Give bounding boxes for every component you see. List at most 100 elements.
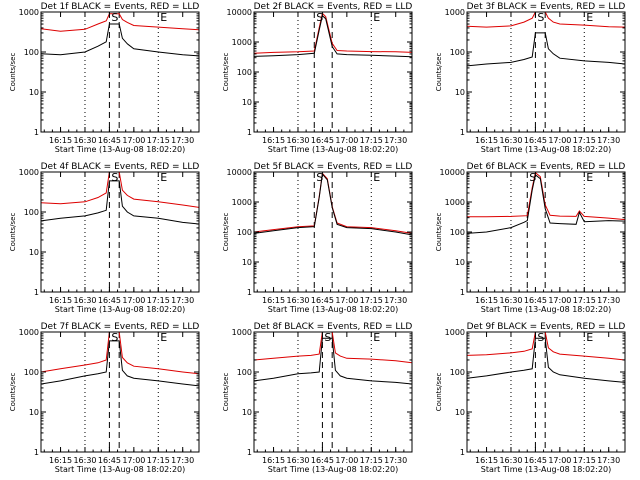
y-tick-label: 100 — [237, 68, 252, 77]
y-tick-label: 1 — [34, 288, 39, 297]
x-tick-label: 16:15 — [49, 456, 72, 465]
x-axis-label: Start Time (13-Aug-08 18:02:20) — [55, 465, 186, 474]
series-line-events — [254, 14, 412, 58]
x-tick-label: 17:00 — [548, 456, 571, 465]
x-tick-label: 16:45 — [524, 456, 547, 465]
y-tick-label: 1000 — [19, 168, 39, 177]
series-line-events — [41, 23, 199, 57]
y-tick-label: 1000 — [445, 328, 465, 337]
x-tick-label: 17:00 — [335, 296, 358, 305]
x-tick-label: 17:30 — [171, 136, 194, 145]
x-tick-label: 17:15 — [147, 456, 170, 465]
end-marker-label: E — [373, 331, 380, 344]
start-marker-label: S — [537, 331, 544, 344]
panel-title: Det 7f BLACK = Events, RED = LLD — [41, 322, 200, 332]
start-marker-label: S — [324, 331, 331, 344]
y-tick-label: 10 — [242, 408, 252, 417]
series-line-events — [41, 340, 199, 387]
y-tick-label: 1 — [460, 288, 465, 297]
x-tick-label: 16:15 — [49, 136, 72, 145]
x-tick-label: 16:30 — [499, 456, 522, 465]
x-axis-label: Start Time (13-Aug-08 18:02:20) — [481, 305, 612, 314]
series-line-events — [254, 172, 412, 236]
end-marker-label: E — [586, 171, 593, 184]
y-tick-label: 1 — [460, 128, 465, 137]
end-marker-label: E — [373, 11, 380, 24]
y-tick-label: 10 — [242, 98, 252, 107]
x-tick-label: 17:00 — [548, 296, 571, 305]
y-axis-label: Counts/sec — [222, 373, 230, 412]
y-tick-label: 10 — [29, 248, 39, 257]
x-tick-label: 17:15 — [360, 136, 383, 145]
start-marker-label: S — [316, 171, 323, 184]
x-tick-label: 16:30 — [499, 296, 522, 305]
x-tick-label: 16:30 — [286, 456, 309, 465]
plot-frame — [253, 171, 413, 293]
series-line-lld — [41, 13, 199, 32]
plot-frame — [466, 11, 626, 133]
start-marker-label: S — [537, 11, 544, 24]
end-marker-label: E — [160, 171, 167, 184]
y-axis-label: Counts/sec — [222, 213, 230, 252]
y-axis-label: Counts/sec — [9, 213, 17, 252]
y-axis-label: Counts/sec — [435, 53, 443, 92]
x-tick-label: 16:15 — [262, 456, 285, 465]
y-axis-label: Counts/sec — [435, 213, 443, 252]
x-tick-label: 17:15 — [147, 296, 170, 305]
x-axis-label: Start Time (13-Aug-08 18:02:20) — [268, 305, 399, 314]
x-tick-label: 16:15 — [475, 456, 498, 465]
x-tick-label: 17:15 — [573, 136, 596, 145]
y-tick-label: 100 — [450, 48, 465, 57]
x-tick-label: 17:00 — [335, 136, 358, 145]
x-tick-label: 16:30 — [286, 136, 309, 145]
y-tick-label: 1 — [247, 288, 252, 297]
y-tick-label: 1000 — [19, 328, 39, 337]
x-tick-label: 16:45 — [311, 296, 334, 305]
y-axis-label: Counts/sec — [9, 373, 17, 412]
panel-title: Det 2f BLACK = Events, RED = LLD — [254, 2, 413, 12]
plot-frame — [40, 11, 200, 133]
y-tick-label: 100 — [24, 208, 39, 217]
x-tick-label: 16:45 — [524, 136, 547, 145]
plot-frame — [40, 331, 200, 453]
y-tick-label: 100 — [237, 368, 252, 377]
series-line-lld — [254, 172, 412, 234]
x-tick-label: 16:30 — [73, 136, 96, 145]
x-tick-label: 16:30 — [73, 456, 96, 465]
y-tick-label: 1000 — [19, 8, 39, 17]
plot-frame — [253, 11, 413, 133]
y-tick-label: 1000 — [232, 328, 252, 337]
panel-title: Det 6f BLACK = Events, RED = LLD — [467, 162, 626, 172]
y-tick-label: 1 — [34, 448, 39, 457]
series-line-events — [467, 337, 625, 383]
series-line-lld — [254, 12, 412, 54]
series-line-lld — [467, 172, 625, 221]
x-axis-label: Start Time (13-Aug-08 18:02:20) — [55, 145, 186, 154]
end-marker-label: E — [373, 171, 380, 184]
x-tick-label: 16:45 — [98, 456, 121, 465]
end-marker-label: E — [160, 331, 167, 344]
y-tick-label: 1000 — [445, 8, 465, 17]
y-tick-label: 100 — [450, 368, 465, 377]
x-tick-label: 17:15 — [573, 456, 596, 465]
x-tick-label: 16:15 — [475, 296, 498, 305]
x-tick-label: 16:15 — [475, 136, 498, 145]
x-tick-label: 16:45 — [311, 136, 334, 145]
y-tick-label: 10 — [455, 258, 465, 267]
end-marker-label: E — [586, 331, 593, 344]
x-axis-label: Start Time (13-Aug-08 18:02:20) — [481, 465, 612, 474]
x-tick-label: 17:15 — [360, 296, 383, 305]
x-tick-label: 17:30 — [384, 456, 407, 465]
y-tick-label: 10 — [29, 408, 39, 417]
start-marker-label: S — [111, 11, 118, 24]
x-tick-label: 16:15 — [262, 136, 285, 145]
start-marker-label: S — [316, 11, 323, 24]
series-line-events — [41, 180, 199, 225]
series-line-lld — [41, 172, 199, 208]
x-tick-label: 16:45 — [524, 296, 547, 305]
